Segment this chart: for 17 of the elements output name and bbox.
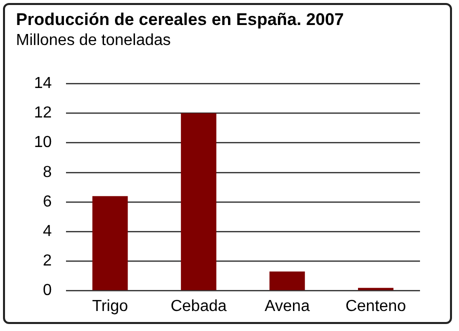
y-tick-label: 10 — [34, 134, 52, 152]
bar — [180, 113, 216, 290]
x-tick-label: Centeno — [345, 298, 406, 315]
bar — [269, 272, 305, 290]
chart-subtitle: Millones de toneladas — [16, 32, 171, 50]
y-tick-label: 8 — [42, 164, 52, 181]
y-tick-label: 0 — [42, 282, 52, 300]
y-tick-label: 14 — [34, 75, 52, 92]
chart-title: Producción de cereales en España. 2007 — [16, 10, 344, 30]
x-tick-label: Avena — [264, 298, 310, 315]
bar — [92, 196, 128, 290]
y-tick-label: 12 — [34, 104, 52, 122]
y-tick-label: 2 — [42, 252, 52, 270]
y-tick-label: 4 — [42, 223, 52, 240]
x-tick-label: Cebada — [170, 298, 227, 315]
y-tick-label: 6 — [42, 193, 52, 210]
x-tick-label: Trigo — [92, 298, 128, 315]
